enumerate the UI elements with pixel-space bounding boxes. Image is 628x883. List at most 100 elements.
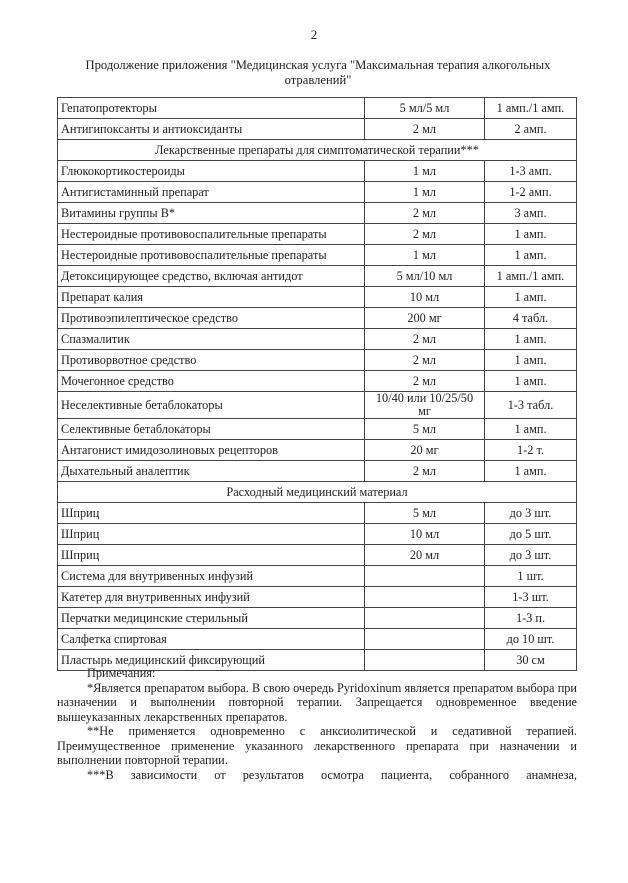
item-dose: 2 мл [364,460,485,482]
table-row: Гепатопротекторы 5 мл/5 мл 1 амп./1 амп. [57,97,577,119]
item-dose [364,565,485,587]
table-row: Противорвотное средство 2 мл 1 амп. [57,349,577,371]
item-name: Противоэпилептическое средство [57,307,365,329]
item-quantity: 4 табл. [484,307,577,329]
item-name: Пластырь медицинский фиксирующий [57,649,365,671]
section-title: Расходный медицинский материал [57,481,577,503]
table-row: Антагонист имидозолиновых рецепторов 20 м… [57,439,577,461]
section-title: Лекарственные препараты для симптоматиче… [57,139,577,161]
item-quantity: 3 амп. [484,202,577,224]
table-row: Детоксицирующее средство, включая антидо… [57,265,577,287]
table-row: Антигистаминный препарат 1 мл 1-2 амп. [57,181,577,203]
page-number: 2 [310,27,318,42]
item-dose: 1 мл [364,244,485,266]
item-name: Салфетка спиртовая [57,628,365,650]
note-3: ***В зависимости от результатов осмотра … [87,767,577,782]
item-quantity: 1-3 шт. [484,586,577,608]
table-row: Система для внутривенных инфузий 1 шт. [57,565,577,587]
item-quantity: 1-3 табл. [484,391,577,419]
item-quantity: 1 амп./1 амп. [484,97,577,119]
item-quantity: до 3 шт. [484,502,577,524]
item-dose [364,607,485,629]
item-name: Нестероидные противовоспалительные препа… [57,223,365,245]
note-2: **Не применяется одновременно с анксиоли… [57,724,577,767]
item-name: Препарат калия [57,286,365,308]
item-quantity: 1-2 т. [484,439,577,461]
item-dose: 5 мл/10 мл [364,265,485,287]
item-name: Глюкокортикостероиды [57,160,365,182]
item-dose: 200 мг [364,307,485,329]
item-name: Дыхательный аналептик [57,460,365,482]
item-dose: 20 мл [364,544,485,566]
table-row: Селективные бетаблокаторы 5 мл 1 амп. [57,418,577,440]
item-name: Шприц [57,544,365,566]
item-name: Антигипоксанты и антиоксиданты [57,118,365,140]
item-quantity: 1 амп. [484,349,577,371]
item-dose: 2 мл [364,370,485,392]
item-name: Противорвотное средство [57,349,365,371]
table-row: Мочегонное средство 2 мл 1 амп. [57,370,577,392]
item-name: Мочегонное средство [57,370,365,392]
item-quantity: 1-2 амп. [484,181,577,203]
item-quantity: 2 амп. [484,118,577,140]
item-name: Шприц [57,523,365,545]
item-dose: 5 мл [364,418,485,440]
item-dose: 2 мл [364,223,485,245]
item-quantity: 1-3 амп. [484,160,577,182]
item-dose [364,628,485,650]
item-dose: 10 мл [364,286,485,308]
table-row: Антигипоксанты и антиоксиданты 2 мл 2 амп. [57,118,577,140]
item-name: Перчатки медицинские стерильный [57,607,365,629]
item-name: Катетер для внутривенных инфузий [57,586,365,608]
table-row: Глюкокортикостероиды 1 мл 1-3 амп. [57,160,577,182]
item-quantity: 1-3 п. [484,607,577,629]
item-name: Спазмалитик [57,328,365,350]
document-title: Продолжение приложения "Медицинская услу… [85,58,551,87]
table-row: Дыхательный аналептик 2 мл 1 амп. [57,460,577,482]
table-row: Противоэпилептическое средство 200 мг 4 та… [57,307,577,329]
item-quantity: 30 см [484,649,577,671]
item-quantity: 1 шт. [484,565,577,587]
item-quantity: до 5 шт. [484,523,577,545]
item-quantity: 1 амп. [484,244,577,266]
item-quantity: 1 амп. [484,418,577,440]
item-name: Неселективные бетаблокаторы [57,391,365,419]
item-quantity: 1 амп. [484,286,577,308]
table-row: Шприц 5 мл до 3 шт. [57,502,577,524]
table-row: Неселективные бетаблокаторы 10/40 или 10/… [57,391,577,419]
table-row: Нестероидные противовоспалительные препа… [57,223,577,245]
item-dose: 5 мл/5 мл [364,97,485,119]
item-quantity: 1 амп./1 амп. [484,265,577,287]
table-row: Катетер для внутривенных инфузий 1-3 шт. [57,586,577,608]
item-dose: 2 мл [364,328,485,350]
item-dose [364,586,485,608]
item-name: Система для внутривенных инфузий [57,565,365,587]
item-name: Детоксицирующее средство, включая антидо… [57,265,365,287]
item-dose: 1 мл [364,181,485,203]
item-name: Селективные бетаблокаторы [57,418,365,440]
item-name: Антагонист имидозолиновых рецепторов [57,439,365,461]
item-name: Нестероидные противовоспалительные препа… [57,244,365,266]
table-row: Шприц 20 мл до 3 шт. [57,544,577,566]
section-row: Расходный медицинский материал [57,481,577,503]
table-row: Препарат калия 10 мл 1 амп. [57,286,577,308]
table-row: Салфетка спиртовая до 10 шт. [57,628,577,650]
item-name: Шприц [57,502,365,524]
item-dose: 5 мл [364,502,485,524]
supplies-table: Гепатопротекторы 5 мл/5 мл 1 амп./1 амп. Ан… [57,97,577,671]
item-quantity: до 3 шт. [484,544,577,566]
item-quantity: 1 амп. [484,223,577,245]
table-row: Пластырь медицинский фиксирующий 30 см [57,649,577,671]
item-name: Витамины группы В* [57,202,365,224]
item-name: Антигистаминный препарат [57,181,365,203]
item-quantity: 1 амп. [484,370,577,392]
item-dose: 2 мл [364,118,485,140]
item-dose: 2 мл [364,202,485,224]
item-dose: 10/40 или 10/25/50 мг [364,391,485,419]
item-dose: 1 мл [364,160,485,182]
item-name: Гепатопротекторы [57,97,365,119]
notes-heading: Примечания: [87,666,156,680]
note-1: *Является препаратом выбора. В свою очер… [57,680,577,724]
notes: Примечания: *Является препаратом выбора.… [57,666,577,782]
